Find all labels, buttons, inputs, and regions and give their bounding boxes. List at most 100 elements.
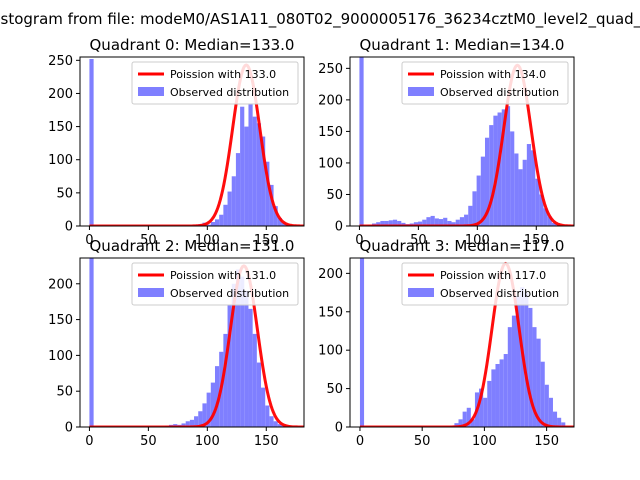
- histogram-bar: [210, 222, 215, 226]
- histogram-bar: [543, 208, 548, 226]
- histogram-bar: [479, 388, 484, 427]
- histogram-bar: [501, 109, 506, 226]
- histogram-bar: [426, 217, 431, 226]
- histogram-bar: [235, 269, 241, 427]
- histogram-bar: [277, 424, 282, 427]
- histogram-bar: [189, 419, 195, 427]
- histogram-bar: [418, 221, 423, 226]
- quadrant-1-title: Quadrant 1: Median=134.0: [360, 36, 565, 54]
- histogram-bar: [261, 387, 266, 427]
- histogram-bar: [202, 403, 207, 427]
- histogram-bar: [244, 126, 249, 226]
- y-tick-label: 150: [48, 313, 73, 328]
- histogram-bar: [503, 354, 508, 427]
- histogram-bar: [480, 156, 485, 226]
- histogram-bar: [198, 411, 203, 427]
- x-tick-label: 0: [355, 233, 363, 248]
- histogram-bar: [476, 175, 481, 226]
- quadrant-3-subplot: 0 50 100 150 0 50 100 150 200 Quadrant 3: Median=…: [318, 237, 575, 449]
- histogram-bar: [548, 397, 553, 427]
- histogram-bar: [392, 219, 398, 226]
- histogram-bar: [194, 416, 199, 427]
- histogram-bar: [413, 222, 419, 226]
- y-tick-label: 100: [318, 344, 343, 359]
- histogram-bar: [507, 327, 512, 427]
- histogram-bar: [244, 290, 249, 427]
- histogram-bar: [468, 205, 473, 226]
- legend-observed-label: Observed distribution: [170, 287, 289, 300]
- y-tick-label: 0: [335, 421, 343, 436]
- y-tick-label: 0: [335, 220, 343, 235]
- quadrant-3-plot-area: [359, 258, 574, 427]
- y-tick-label: 150: [318, 305, 343, 320]
- figure-suptitle: Counts histogram from file: modeM0/AS1A1…: [0, 10, 640, 29]
- legend-observed-swatch: [138, 288, 164, 297]
- histogram-bar: [206, 392, 211, 427]
- histogram-bar: [483, 397, 488, 427]
- histogram-bar: [380, 220, 385, 226]
- histogram-bar: [273, 206, 278, 226]
- histogram-bar: [438, 219, 444, 226]
- histogram-bar: [514, 153, 519, 226]
- histogram-bar: [484, 137, 490, 226]
- histogram-bar: [552, 411, 558, 427]
- x-tick-label: 150: [524, 233, 549, 248]
- legend-poisson-label: Poission with 134.0: [440, 68, 546, 81]
- legend-observed-label: Observed distribution: [440, 287, 559, 300]
- histogram-bar: [499, 359, 504, 427]
- y-tick-label: 50: [56, 186, 73, 201]
- histogram-bar: [516, 296, 521, 427]
- histogram-bar: [472, 191, 477, 226]
- histogram-bar: [531, 150, 536, 226]
- histogram-bar: [388, 220, 393, 226]
- histogram-bar: [252, 116, 257, 226]
- y-tick-label: 50: [326, 382, 343, 397]
- histogram-bar: [376, 222, 381, 226]
- histogram-bar: [256, 362, 262, 427]
- x-tick-label: 100: [472, 434, 497, 449]
- histogram-bar: [89, 58, 94, 226]
- histogram-bar: [265, 161, 270, 226]
- y-tick-label: 50: [56, 385, 73, 400]
- histogram-bar: [219, 214, 224, 226]
- quadrant-1-subplot: 0 50 100 150 0 50 100 150 200 250 Quadrant 1: Medi…: [318, 36, 575, 248]
- histogram-bar: [464, 214, 469, 226]
- histogram-bar: [359, 57, 364, 226]
- histogram-bar: [227, 191, 232, 226]
- histogram-bar: [231, 176, 236, 226]
- histogram-bar: [240, 276, 245, 427]
- histogram-bar: [495, 364, 500, 427]
- histogram-bar: [470, 419, 475, 427]
- quadrant-3-legend: Poission with 117.0 Observed distribution: [401, 262, 569, 306]
- x-tick-label: 50: [140, 434, 157, 449]
- histogram-bar: [248, 308, 253, 427]
- histogram-bar: [532, 327, 537, 427]
- histogram-bar: [510, 131, 515, 226]
- x-tick-label: 150: [254, 233, 279, 248]
- histogram-bar: [401, 222, 406, 226]
- histogram-bar: [551, 222, 557, 226]
- axes-frame: [79, 257, 305, 428]
- histogram-bar: [265, 405, 270, 427]
- histogram-bar: [210, 382, 215, 427]
- histogram-bar: [459, 217, 465, 226]
- histogram-bar: [466, 407, 471, 427]
- quadrant-3-title: Quadrant 3: Median=117.0: [360, 237, 565, 255]
- histogram-bar: [434, 218, 439, 226]
- histogram-bar: [535, 178, 540, 226]
- histogram-bar: [462, 411, 467, 427]
- histogram-bar: [493, 115, 498, 226]
- quadrant-0-subplot: 0 50 100 150 0 50 100 150 200 250 Quadrant 0: Medi…: [48, 36, 305, 248]
- x-tick-label: 0: [85, 434, 93, 449]
- axes-frame: [349, 56, 575, 227]
- histogram-bar: [273, 421, 278, 427]
- histogram-bar: [526, 144, 532, 226]
- quadrant-0-title: Quadrant 0: Median=133.0: [90, 36, 295, 54]
- histogram-bar: [540, 361, 545, 427]
- histogram-bar: [261, 136, 266, 226]
- histogram-bar: [544, 384, 549, 427]
- histogram-bar: [443, 217, 448, 226]
- x-tick-label: 50: [140, 233, 157, 248]
- histogram-bar: [256, 123, 262, 226]
